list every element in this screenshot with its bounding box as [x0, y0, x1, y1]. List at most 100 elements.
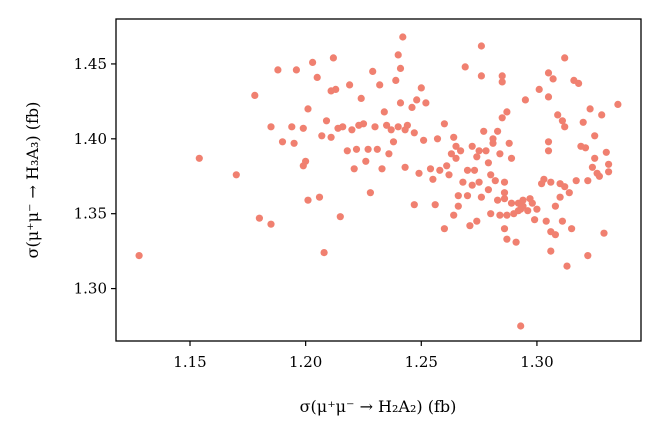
data-point	[500, 225, 509, 233]
data-point	[600, 229, 608, 237]
data-point	[320, 249, 328, 257]
data-point	[561, 183, 569, 191]
data-point	[304, 105, 312, 113]
data-point	[517, 322, 525, 330]
data-point	[357, 94, 365, 102]
data-point	[505, 139, 513, 147]
data-point	[561, 54, 569, 62]
data-point	[561, 123, 569, 131]
data-point	[450, 211, 458, 219]
data-point	[461, 63, 469, 71]
data-point	[496, 150, 504, 158]
data-point	[572, 177, 580, 185]
data-point	[551, 202, 560, 210]
x-tick-label: 1.15	[173, 353, 206, 371]
data-point	[519, 196, 527, 204]
data-point	[591, 132, 599, 140]
data-point	[364, 145, 372, 153]
data-point	[475, 178, 483, 186]
data-point	[278, 138, 287, 146]
data-point	[489, 139, 497, 147]
data-point	[459, 178, 467, 186]
data-point	[352, 145, 361, 153]
data-point	[482, 147, 490, 155]
data-point	[477, 42, 485, 50]
data-point	[327, 133, 335, 141]
data-point	[475, 147, 483, 155]
data-point	[447, 150, 455, 158]
y-tick-label: 1.40	[74, 130, 107, 148]
x-tick-label: 1.20	[289, 353, 322, 371]
data-point	[436, 166, 444, 174]
data-point	[385, 150, 393, 158]
data-point	[544, 93, 553, 101]
data-point	[588, 163, 597, 171]
data-point	[595, 172, 604, 180]
data-point	[558, 217, 567, 225]
data-point	[605, 168, 613, 176]
data-point	[468, 142, 476, 150]
plot-area	[115, 18, 642, 342]
data-point	[336, 213, 344, 221]
data-point	[521, 96, 530, 104]
data-point	[565, 189, 573, 197]
data-point	[503, 211, 511, 219]
data-point	[452, 142, 460, 150]
data-point	[498, 114, 506, 122]
data-point	[380, 108, 388, 116]
data-point	[299, 124, 307, 132]
data-point	[477, 193, 485, 201]
data-point	[487, 171, 495, 179]
data-point	[408, 103, 416, 111]
data-point	[429, 175, 437, 183]
data-point	[369, 67, 377, 75]
data-point	[322, 117, 331, 125]
data-point	[195, 154, 203, 162]
data-point	[329, 54, 337, 62]
data-point	[477, 72, 485, 80]
data-point	[315, 193, 324, 201]
data-point	[503, 235, 511, 243]
data-point	[274, 66, 282, 74]
data-point	[378, 165, 386, 173]
data-point	[251, 91, 259, 99]
x-axis-label: σ(μ⁺μ⁻ → H₂A₂) (fb)	[300, 397, 457, 416]
x-tick-label: 1.30	[520, 353, 553, 371]
data-point	[466, 222, 474, 230]
data-point	[399, 33, 407, 41]
data-point	[396, 64, 405, 72]
data-point	[383, 121, 391, 129]
data-point	[507, 154, 516, 162]
x-tick-label: 1.25	[405, 353, 438, 371]
y-tick-label: 1.45	[74, 55, 107, 73]
data-point	[366, 189, 374, 197]
data-point	[135, 252, 143, 260]
data-point	[387, 126, 395, 134]
data-point	[313, 73, 321, 81]
data-point	[359, 120, 368, 128]
data-point	[290, 139, 298, 147]
data-point	[431, 201, 439, 209]
data-point	[586, 105, 594, 113]
data-point	[255, 214, 263, 222]
data-point	[528, 199, 536, 207]
data-point	[450, 133, 458, 141]
data-point	[292, 66, 300, 74]
data-point	[415, 169, 423, 177]
data-point	[547, 247, 555, 255]
data-point	[454, 192, 462, 200]
data-point	[371, 123, 379, 131]
data-point	[454, 202, 462, 210]
data-point	[339, 123, 347, 131]
data-point	[267, 220, 275, 228]
data-point	[591, 154, 599, 162]
data-point	[494, 196, 502, 204]
data-point	[494, 127, 502, 135]
y-tick-label: 1.30	[74, 280, 107, 298]
data-point	[468, 181, 476, 189]
data-point	[531, 216, 539, 224]
data-point	[350, 165, 358, 173]
data-point	[544, 138, 553, 146]
data-point	[547, 178, 555, 186]
